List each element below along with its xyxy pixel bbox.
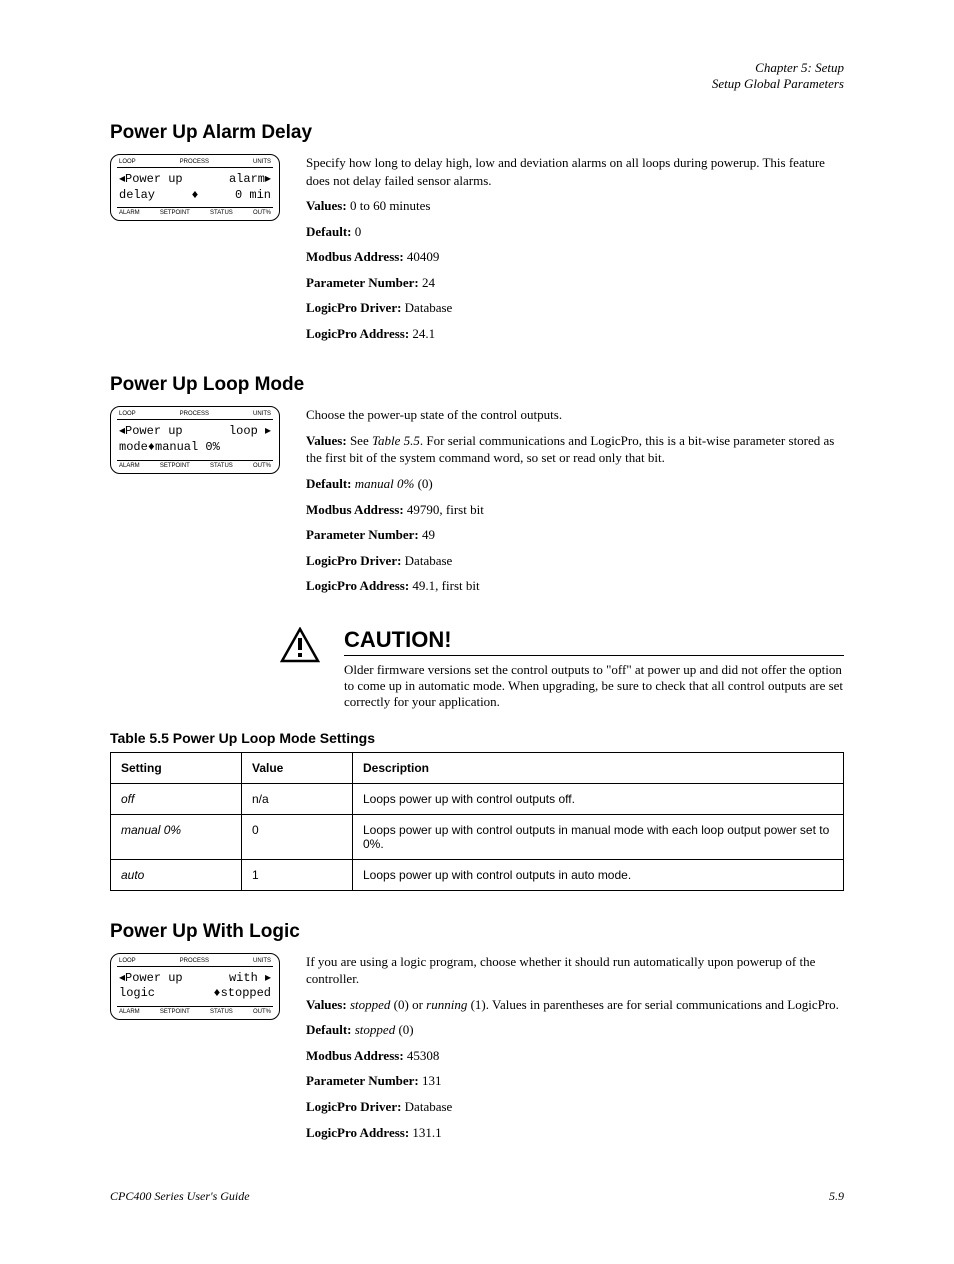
lcd-bot-labels: ALARM SETPOINT STATUS OUT%: [117, 463, 273, 469]
table-cell: Loops power up with control outputs in a…: [353, 859, 844, 890]
lcd-content: ◂Power up alarm▸ delay ♦ 0 min: [117, 167, 273, 208]
table-header: Value: [242, 752, 353, 783]
lcd-line-1: ◂Power up loop ▸: [119, 424, 271, 440]
table-cell: Loops power up with control outputs in m…: [353, 814, 844, 859]
caution-icon: [280, 627, 320, 663]
lcd-line-1: ◂Power up alarm▸: [119, 172, 271, 188]
meta-param-no: Parameter Number: 131: [306, 1072, 844, 1090]
caution-body: Older firmware versions set the control …: [344, 662, 843, 709]
table-header: Description: [353, 752, 844, 783]
lcd-powerup-logic: LOOP PROCESS UNITS ◂Power up with ▸ logi…: [110, 953, 280, 1020]
section-title-1: Power Up Alarm Delay: [110, 122, 844, 144]
table-cell: n/a: [242, 783, 353, 814]
table-header-row: Setting Value Description: [111, 752, 844, 783]
meta-param-no: Parameter Number: 24: [306, 274, 844, 292]
caution-rule: [344, 655, 844, 656]
desc-text: Choose the power-up state of the control…: [306, 406, 844, 424]
table-cell: 1: [242, 859, 353, 890]
meta-modbus: Modbus Address: 40409: [306, 248, 844, 266]
desc-text: Specify how long to delay high, low and …: [306, 154, 844, 189]
lcd-bot-labels: ALARM SETPOINT STATUS OUT%: [117, 210, 273, 216]
meta-lpaddr: LogicPro Address: 131.1: [306, 1124, 844, 1142]
lcd-powerup-alarm: LOOP PROCESS UNITS ◂Power up alarm▸ dela…: [110, 154, 280, 221]
footer-left: CPC400 Series User's Guide: [110, 1189, 250, 1204]
page-footer: CPC400 Series User's Guide 5.9: [110, 1189, 844, 1204]
lcd-content: ◂Power up with ▸ logic ♦stopped: [117, 966, 273, 1007]
table-cell: off: [111, 783, 242, 814]
table-header: Setting: [111, 752, 242, 783]
table-row: manual 0% 0 Loops power up with control …: [111, 814, 844, 859]
caution-text: CAUTION! Older firmware versions set the…: [344, 627, 844, 710]
description-1: Specify how long to delay high, low and …: [306, 154, 844, 350]
lcd-line-2: logic ♦stopped: [119, 986, 271, 1002]
footer-right: 5.9: [829, 1189, 844, 1204]
desc-text: If you are using a logic program, choose…: [306, 953, 844, 988]
meta-default: Default: manual 0% (0): [306, 475, 844, 493]
header-section: Setup Global Parameters: [712, 76, 844, 91]
lcd-content: ◂Power up loop ▸ mode♦manual 0%: [117, 419, 273, 460]
section-title-3: Power Up With Logic: [110, 921, 844, 943]
param-block-2: LOOP PROCESS UNITS ◂Power up loop ▸ mode…: [110, 406, 844, 602]
meta-modbus: Modbus Address: 45308: [306, 1047, 844, 1065]
meta-driver: LogicPro Driver: Database: [306, 552, 844, 570]
lcd-line-2: delay ♦ 0 min: [119, 188, 271, 204]
caution-label: CAUTION!: [344, 627, 844, 653]
meta-driver: LogicPro Driver: Database: [306, 1098, 844, 1116]
meta-lpaddr: LogicPro Address: 24.1: [306, 325, 844, 343]
lcd-line-2: mode♦manual 0%: [119, 440, 271, 456]
param-block-1: LOOP PROCESS UNITS ◂Power up alarm▸ dela…: [110, 154, 844, 350]
meta-lpaddr: LogicPro Address: 49.1, first bit: [306, 577, 844, 595]
table-title: Table 5.5 Power Up Loop Mode Settings: [110, 730, 844, 746]
lcd-powerup-loop: LOOP PROCESS UNITS ◂Power up loop ▸ mode…: [110, 406, 280, 473]
meta-default: Default: stopped (0): [306, 1021, 844, 1039]
lcd-top-labels: LOOP PROCESS UNITS: [117, 958, 273, 964]
param-block-3: LOOP PROCESS UNITS ◂Power up with ▸ logi…: [110, 953, 844, 1149]
caution-block: CAUTION! Older firmware versions set the…: [280, 627, 844, 710]
table-cell: manual 0%: [111, 814, 242, 859]
meta-default: Default: 0: [306, 223, 844, 241]
meta-driver: LogicPro Driver: Database: [306, 299, 844, 317]
description-3: If you are using a logic program, choose…: [306, 953, 844, 1149]
table-cell: 0: [242, 814, 353, 859]
meta-param-no: Parameter Number: 49: [306, 526, 844, 544]
page: Chapter 5: Setup Setup Global Parameters…: [0, 0, 954, 1264]
header-chapter: Chapter 5: Setup: [755, 60, 844, 75]
lcd-line-1: ◂Power up with ▸: [119, 971, 271, 987]
table-row: off n/a Loops power up with control outp…: [111, 783, 844, 814]
param-table: Setting Value Description off n/a Loops …: [110, 752, 844, 891]
lcd-top-labels: LOOP PROCESS UNITS: [117, 411, 273, 417]
meta-modbus: Modbus Address: 49790, first bit: [306, 501, 844, 519]
meta-values: Values: See Table 5.5. For serial commun…: [306, 432, 844, 467]
page-header: Chapter 5: Setup Setup Global Parameters: [110, 60, 844, 92]
lcd-top-labels: LOOP PROCESS UNITS: [117, 159, 273, 165]
meta-values: Values: 0 to 60 minutes: [306, 197, 844, 215]
section-title-2: Power Up Loop Mode: [110, 374, 844, 396]
table-cell: auto: [111, 859, 242, 890]
table-cell: Loops power up with control outputs off.: [353, 783, 844, 814]
description-2: Choose the power-up state of the control…: [306, 406, 844, 602]
lcd-bot-labels: ALARM SETPOINT STATUS OUT%: [117, 1009, 273, 1015]
table-row: auto 1 Loops power up with control outpu…: [111, 859, 844, 890]
meta-values: Values: stopped (0) or running (1). Valu…: [306, 996, 844, 1014]
